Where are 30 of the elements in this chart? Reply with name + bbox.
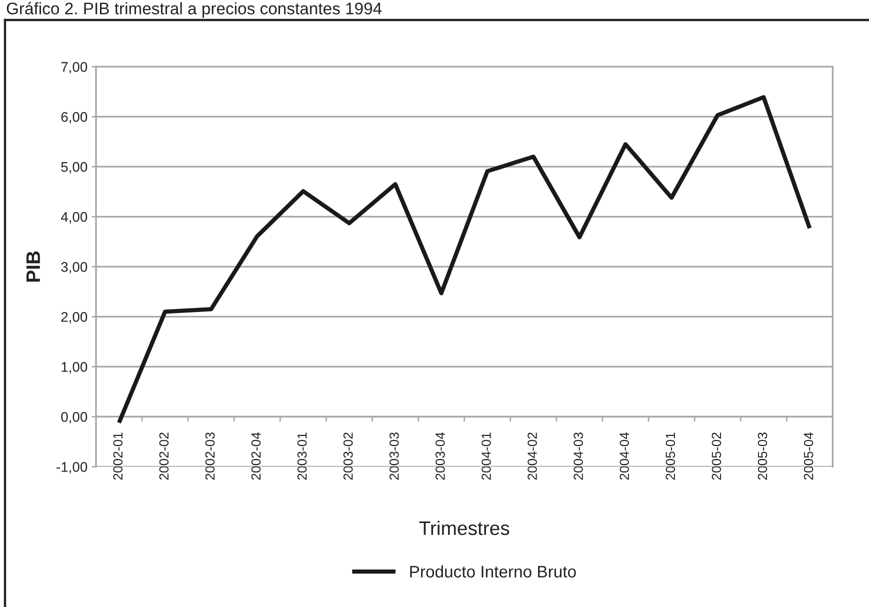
chart-title: Gráfico 2. PIB trimestral a precios constantes 1994 xyxy=(6,2,382,18)
y-tick-label: 2,00 xyxy=(61,312,88,324)
y-tick-label: 4,00 xyxy=(60,212,88,224)
y-tick-label: 6,00 xyxy=(61,112,88,124)
x-axis-title: Trimestres xyxy=(419,520,510,536)
x-tick-label: 2005-01 xyxy=(666,432,676,480)
x-tick-label: 2004-03 xyxy=(574,432,583,480)
y-tick-label: 3,00 xyxy=(61,262,88,274)
x-tick-label: 2002-01 xyxy=(113,432,123,480)
x-tick-label: 2003-04 xyxy=(436,432,445,480)
x-tick-label: 2002-02 xyxy=(159,432,169,480)
y-tick-label: 0,00 xyxy=(61,412,88,424)
legend-label: Producto Interno Bruto xyxy=(410,565,576,578)
x-tick-label: 2003-01 xyxy=(297,432,307,480)
x-tick-label: 2002-03 xyxy=(205,432,215,480)
x-tick-label: 2004-02 xyxy=(528,432,537,480)
x-tick-label: 2005-04 xyxy=(804,432,814,480)
x-tick-label: 2002-04 xyxy=(251,432,261,480)
line-series xyxy=(116,95,812,425)
y-tick-label: 7,00 xyxy=(61,62,88,74)
x-tick-label: 2003-03 xyxy=(389,432,399,480)
y-tick-label: -1,00 xyxy=(56,462,88,474)
x-tick-label: 2005-03 xyxy=(758,432,768,480)
y-tick-label: 5,00 xyxy=(61,162,88,174)
x-tick-label: 2003-02 xyxy=(343,432,353,480)
y-axis-title: PIB xyxy=(26,251,40,282)
x-tick-label: 2004-04 xyxy=(620,432,630,480)
x-tick-label: 2004-01 xyxy=(482,432,491,480)
x-tick-label: 2005-02 xyxy=(712,432,722,480)
y-tick-label: 1,00 xyxy=(62,362,88,374)
